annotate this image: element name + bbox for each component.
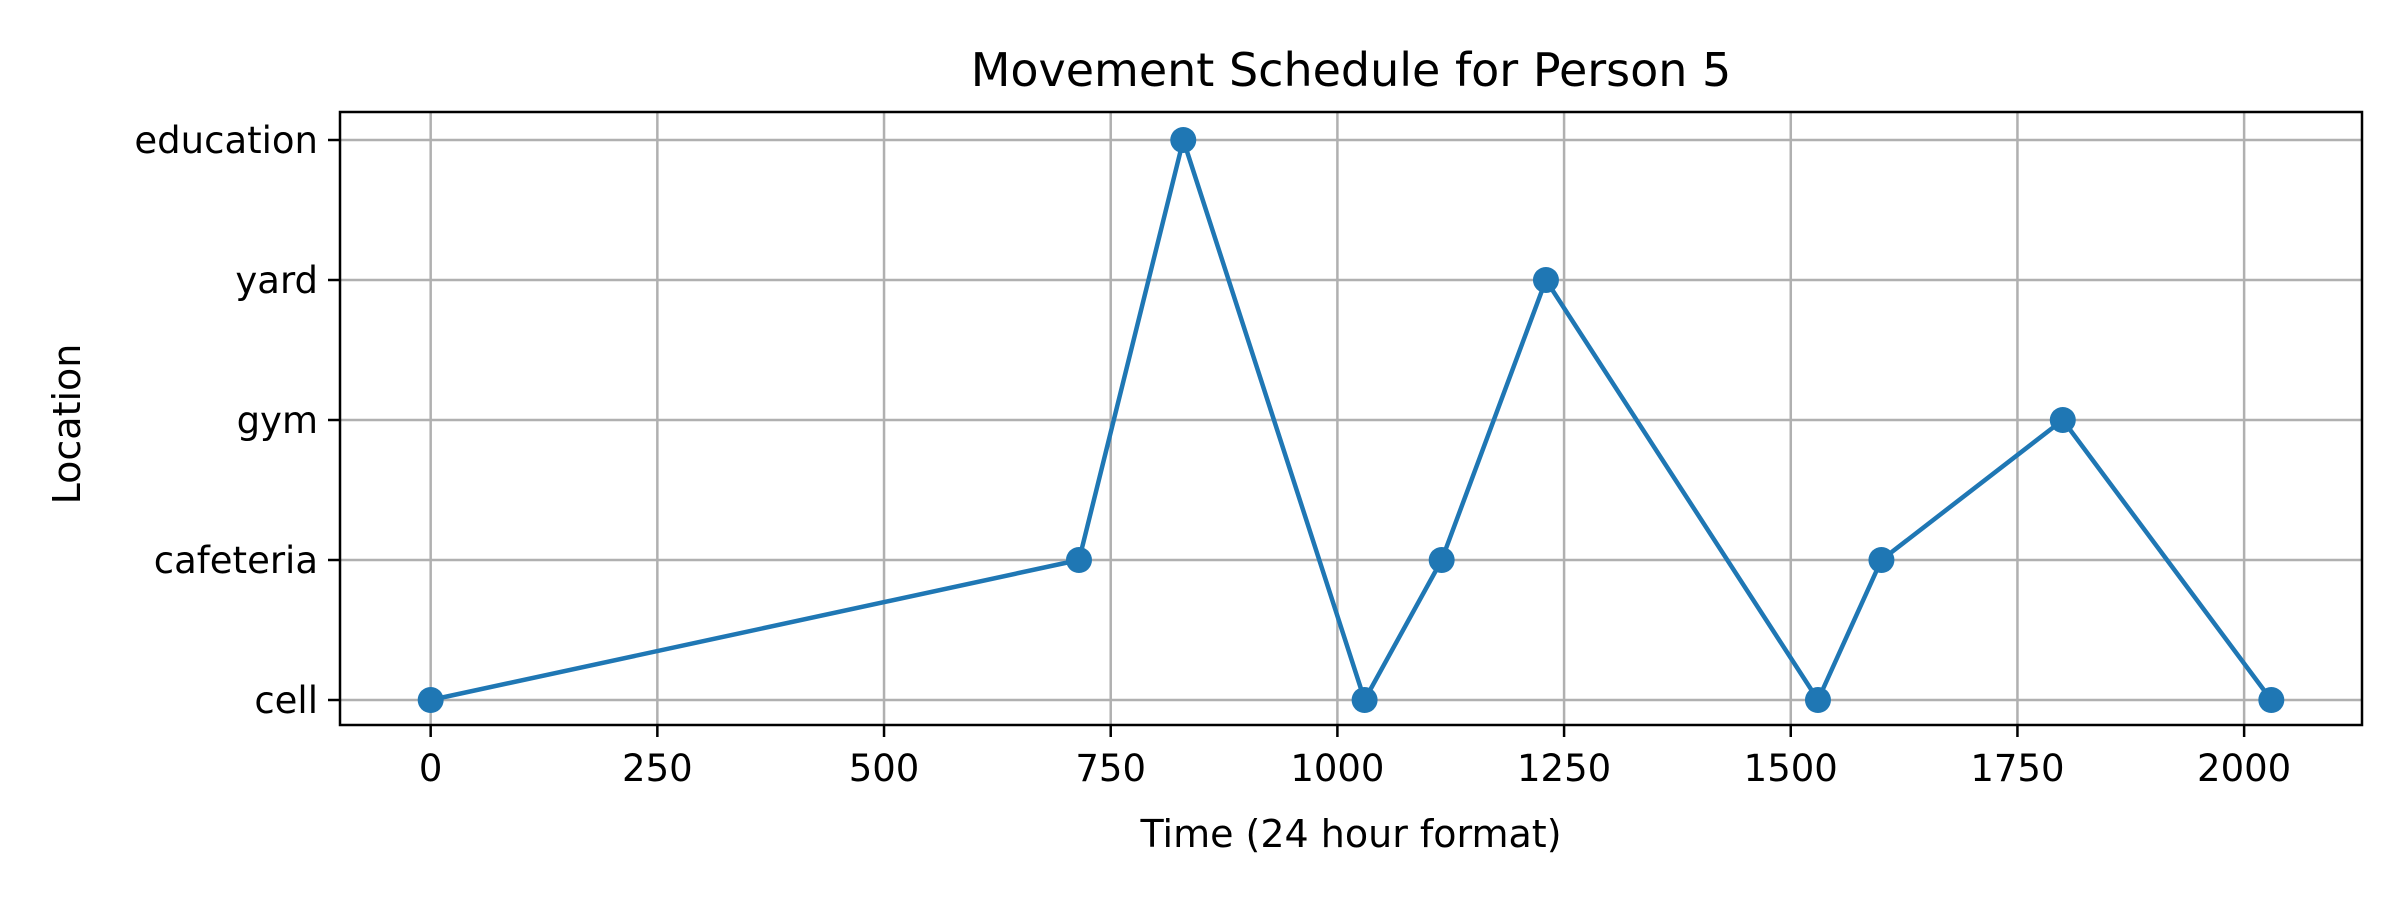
- data-point: [1170, 127, 1197, 153]
- x-tick-label: 750: [1075, 747, 1146, 790]
- data-point: [2049, 407, 2076, 433]
- data-point: [1351, 687, 1378, 713]
- data-point: [1532, 267, 1559, 293]
- x-axis-label: Time (24 hour format): [1139, 812, 1561, 856]
- y-tick-label-cafeteria: cafeteria: [154, 539, 318, 582]
- data-point: [417, 687, 444, 713]
- x-tick-label: 0: [419, 747, 443, 790]
- series-line-group: [417, 127, 2285, 713]
- y-axis-label: Location: [45, 344, 89, 505]
- data-point: [1065, 547, 1092, 573]
- series-line: [430, 137, 2274, 703]
- data-point: [1428, 547, 1455, 573]
- y-tick-label-education: education: [134, 119, 318, 162]
- x-tick-label: 1250: [1517, 747, 1611, 790]
- plot-frame: [338, 110, 2364, 727]
- axis-ticks: 0 250 500 750 1000 1250 1500 1750 2000 cell cafete…: [134, 119, 2291, 790]
- chart-title: Movement Schedule for Person 5: [971, 43, 1732, 97]
- grid: [340, 112, 2362, 725]
- x-tick-label: 1000: [1290, 747, 1384, 790]
- y-tick-label-gym: gym: [237, 399, 318, 442]
- data-point: [1868, 547, 1895, 573]
- y-tick-label-cell: cell: [254, 679, 318, 722]
- y-tick-label-yard: yard: [235, 259, 318, 302]
- x-tick-label: 2000: [2197, 747, 2291, 790]
- data-point: [1804, 687, 1831, 713]
- data-point: [2258, 687, 2285, 713]
- x-tick-label: 1750: [1970, 747, 2064, 790]
- x-tick-label: 1500: [1744, 747, 1838, 790]
- x-tick-label: 500: [849, 747, 920, 790]
- x-tick-label: 250: [622, 747, 693, 790]
